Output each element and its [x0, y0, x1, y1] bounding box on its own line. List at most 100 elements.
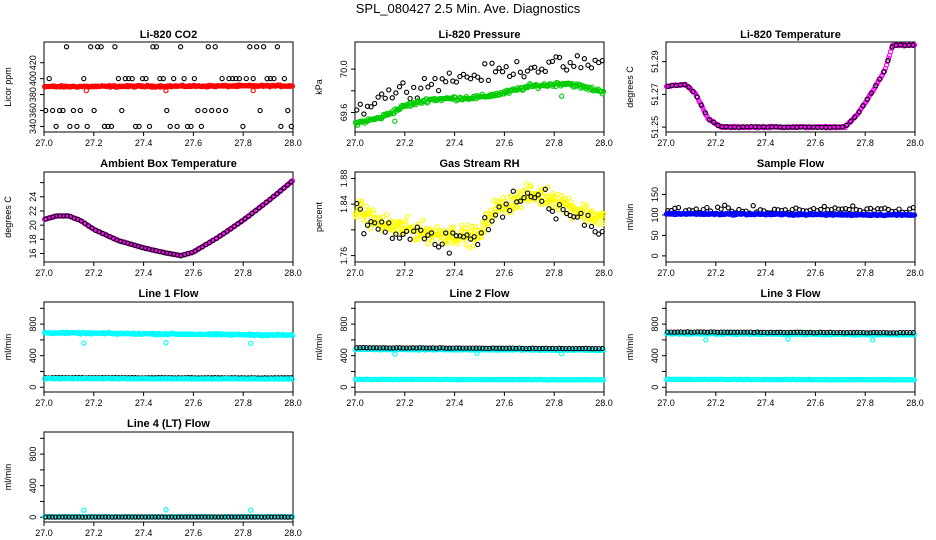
data-point — [66, 514, 72, 520]
data-point — [413, 345, 420, 351]
chart-title: Line 1 Flow — [139, 288, 199, 300]
data-point — [253, 208, 259, 214]
data-point — [53, 123, 59, 130]
data-point — [421, 75, 428, 82]
data-point — [139, 75, 146, 82]
data-point — [814, 329, 820, 336]
data-point — [870, 337, 876, 343]
data-point — [571, 214, 577, 220]
x-tick-label: 27.6 — [496, 138, 514, 148]
data-point — [78, 218, 84, 224]
data-point — [581, 56, 588, 62]
data-point — [801, 329, 807, 336]
data-point — [601, 211, 607, 217]
data-point — [911, 377, 917, 383]
data-point — [88, 375, 94, 382]
data-point — [126, 376, 133, 382]
data-point — [702, 110, 709, 116]
data-point — [188, 123, 194, 130]
data-point — [208, 376, 214, 382]
data-point — [357, 206, 363, 212]
data-point — [67, 123, 73, 130]
data-point — [599, 228, 605, 235]
x-tick-label: 27.0 — [657, 398, 675, 408]
data-point — [884, 330, 890, 336]
data-point — [172, 514, 178, 520]
data-point — [277, 188, 284, 194]
data-point — [701, 329, 707, 335]
y-tick-label: 20 — [28, 220, 38, 230]
data-point — [678, 329, 684, 335]
data-point — [257, 376, 264, 382]
data-point — [771, 206, 778, 212]
data-point — [49, 107, 56, 114]
data-point — [358, 198, 365, 204]
data-point — [559, 345, 566, 352]
data-point — [414, 224, 420, 230]
data-point — [46, 514, 52, 520]
x-tick-label: 27.8 — [234, 268, 252, 278]
data-point — [910, 42, 916, 48]
data-point — [81, 75, 87, 82]
data-point — [278, 123, 284, 130]
data-point — [171, 75, 177, 82]
plot-frame — [43, 301, 294, 393]
y-tick-label: 420 — [28, 55, 38, 70]
data-point — [281, 75, 288, 82]
data-point — [496, 204, 502, 210]
data-point — [787, 329, 794, 336]
x-tick-label: 27.4 — [135, 268, 153, 278]
data-point — [126, 75, 132, 82]
chart-title: Li-820 Pressure — [439, 29, 521, 41]
data-point — [911, 212, 918, 218]
data-point — [275, 514, 281, 520]
series-black-scatter — [665, 42, 916, 131]
data-point — [725, 205, 731, 211]
data-point — [704, 204, 710, 211]
data-point — [599, 221, 605, 227]
data-point — [718, 206, 724, 212]
data-point — [578, 210, 584, 217]
data-point — [596, 231, 602, 237]
data-point — [160, 249, 166, 255]
data-point — [850, 203, 856, 209]
series-cyan-bottom — [353, 376, 606, 383]
data-point — [450, 345, 456, 351]
data-point — [514, 58, 520, 65]
y-tick-label: 800 — [28, 317, 38, 332]
data-point — [231, 223, 237, 229]
data-point — [868, 90, 875, 96]
data-point — [242, 216, 248, 222]
data-point — [364, 103, 371, 109]
data-point — [354, 200, 360, 207]
data-point — [690, 88, 696, 95]
data-point — [354, 107, 360, 113]
data-point — [420, 217, 426, 224]
data-point — [513, 345, 519, 352]
data-point — [559, 93, 565, 99]
data-point — [209, 107, 215, 114]
y-tick-label: 1.76 — [339, 247, 349, 265]
data-point — [232, 514, 238, 520]
chart-title: Line 3 Flow — [761, 288, 821, 300]
data-point — [764, 329, 770, 336]
x-tick-label: 28.0 — [595, 138, 613, 148]
data-point — [233, 75, 239, 82]
data-point — [507, 73, 513, 80]
data-point — [416, 236, 422, 243]
data-point — [238, 376, 244, 382]
data-point — [854, 329, 860, 336]
data-point — [403, 89, 410, 95]
x-tick-label: 28.0 — [284, 528, 302, 538]
data-point — [686, 84, 692, 90]
data-point — [217, 233, 223, 239]
data-point — [165, 514, 172, 520]
data-point — [907, 330, 913, 336]
data-point — [157, 75, 163, 82]
y-axis-label: ml/min — [625, 334, 635, 361]
data-point — [159, 514, 165, 520]
data-point — [89, 225, 95, 231]
data-point — [539, 198, 545, 204]
data-point — [503, 64, 509, 70]
data-point — [850, 330, 857, 336]
